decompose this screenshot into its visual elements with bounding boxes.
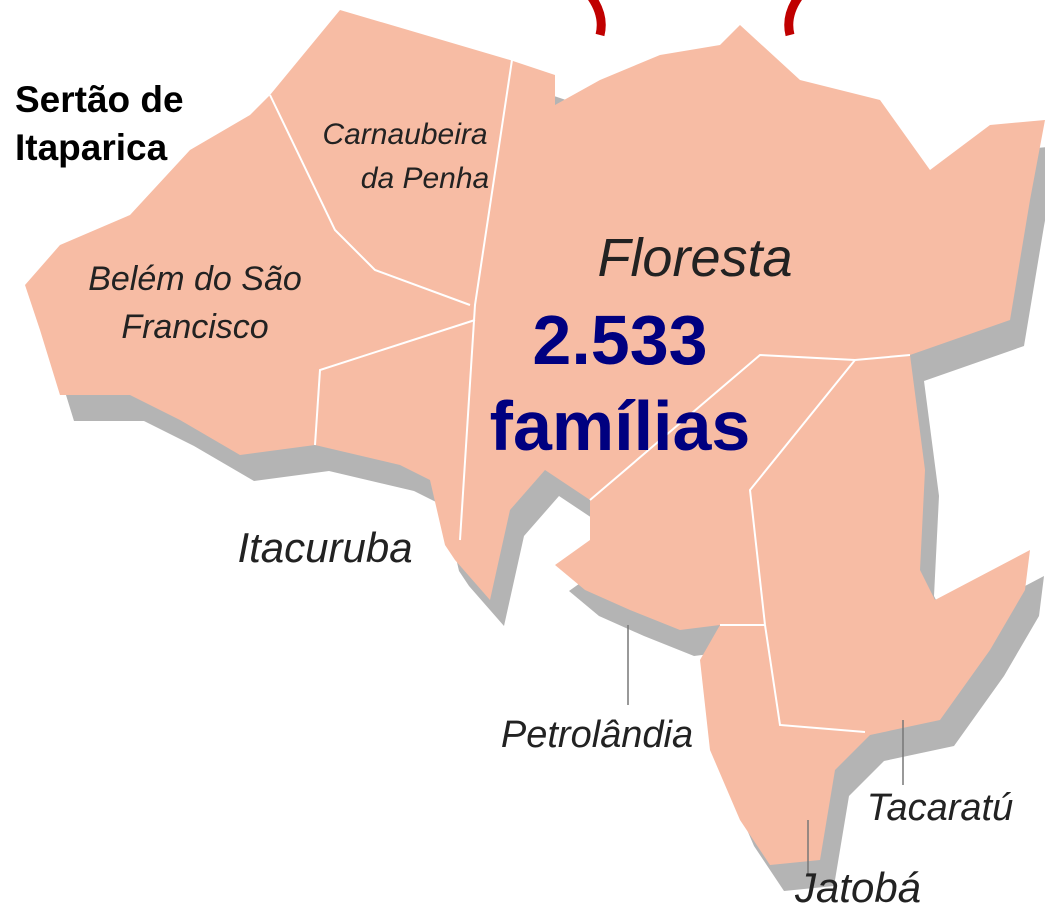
municipality-label: Francisco	[121, 308, 268, 346]
leader-lines	[627, 625, 904, 875]
boundary	[459, 59, 513, 541]
boundary	[269, 94, 471, 306]
highlight-unit: famílias	[490, 387, 751, 465]
municipality-label: Jatobá	[794, 864, 921, 909]
municipality-label: Floresta	[597, 228, 792, 288]
municipality-label: Belém do São	[88, 260, 302, 298]
municipality-label: Itacuruba	[237, 524, 412, 571]
boundary	[314, 319, 476, 446]
highlight-count: 2.533	[532, 301, 707, 379]
municipality-label: Carnaubeira	[322, 118, 487, 151]
region-area	[25, 10, 1045, 865]
region-title: Itaparica	[15, 127, 168, 168]
municipality-label: Tacaratú	[867, 787, 1013, 829]
boundaries	[269, 59, 911, 733]
title-fragment	[587, 0, 803, 37]
municipality-label: Petrolândia	[501, 714, 693, 756]
region-title: Sertão de	[15, 79, 184, 120]
municipality-label: da Penha	[361, 162, 489, 195]
boundary	[589, 353, 911, 501]
